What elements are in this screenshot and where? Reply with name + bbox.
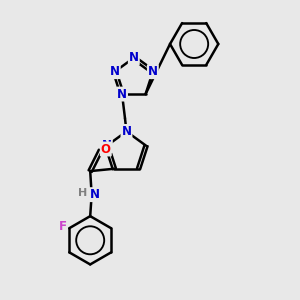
Text: N: N bbox=[102, 139, 112, 152]
Text: N: N bbox=[122, 125, 131, 138]
Text: N: N bbox=[90, 188, 100, 201]
Text: N: N bbox=[148, 65, 158, 78]
Text: N: N bbox=[129, 51, 139, 64]
Text: N: N bbox=[117, 88, 127, 100]
Text: H: H bbox=[78, 188, 87, 198]
Text: O: O bbox=[101, 142, 111, 155]
Text: F: F bbox=[59, 220, 67, 233]
Text: N: N bbox=[110, 65, 120, 78]
